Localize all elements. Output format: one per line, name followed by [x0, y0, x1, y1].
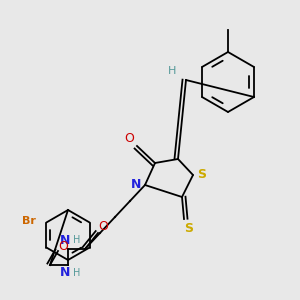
Text: S: S	[184, 221, 194, 235]
Text: N: N	[131, 178, 141, 191]
Text: S: S	[197, 167, 206, 181]
Text: O: O	[58, 239, 68, 253]
Text: N: N	[60, 235, 70, 248]
Text: Br: Br	[22, 215, 36, 226]
Text: H: H	[168, 66, 176, 76]
Text: O: O	[98, 220, 108, 233]
Text: N: N	[60, 266, 70, 280]
Text: H: H	[73, 268, 81, 278]
Text: H: H	[73, 235, 81, 245]
Text: O: O	[124, 133, 134, 146]
